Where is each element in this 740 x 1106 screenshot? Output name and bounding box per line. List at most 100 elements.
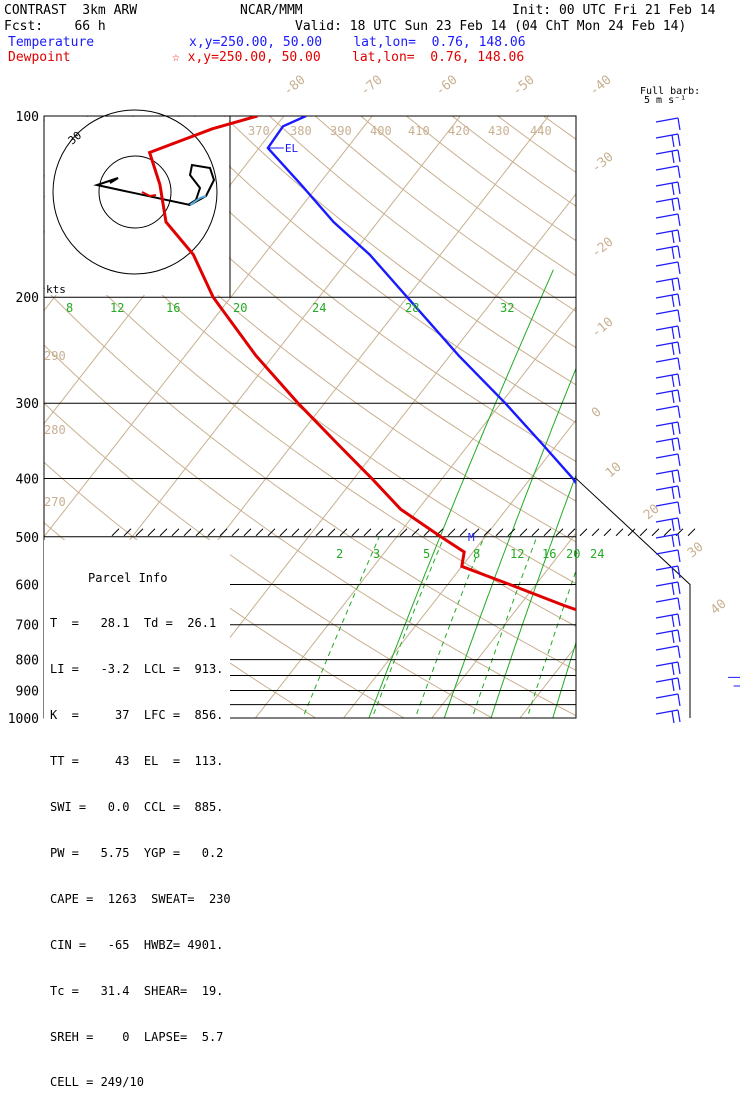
wind-barb-feather xyxy=(672,183,674,195)
wind-barb xyxy=(656,422,678,426)
pressure-tick-label: 400 xyxy=(16,472,39,487)
wind-barb-feather xyxy=(678,518,680,530)
hatch-mark xyxy=(352,529,359,536)
dry-adiabat xyxy=(635,116,740,731)
barb-scale-unit: 5 m s⁻¹ xyxy=(644,96,686,106)
forecast-hour: Fcst: 66 h xyxy=(4,19,106,34)
isotherm-label: 0 xyxy=(589,405,605,422)
wind-barb xyxy=(656,358,678,362)
wind-barb-feather xyxy=(672,471,674,483)
wind-barb xyxy=(656,374,678,378)
hatch-mark xyxy=(520,529,527,536)
isotherm-label: -70 xyxy=(358,72,386,99)
hatch-mark xyxy=(556,529,563,536)
hatch-mark xyxy=(496,529,503,536)
pressure-tick-label: 1000 xyxy=(8,712,39,727)
wind-barb-feather xyxy=(678,502,680,514)
wind-barb xyxy=(656,502,678,506)
wind-barb-feather xyxy=(672,631,674,643)
wind-barb xyxy=(656,694,678,698)
dewpoint-location: ☆ x,y=250.00, 50.00 lat,lon= 0.76, 148.0… xyxy=(172,50,524,65)
wind-barb-feather xyxy=(678,630,680,642)
wind-barb-feather xyxy=(678,374,680,386)
hatch-mark xyxy=(160,529,167,536)
dry-adiabat xyxy=(498,116,740,731)
hatch-mark xyxy=(460,529,467,536)
melting-level-label: M xyxy=(468,531,475,544)
isotherm-line xyxy=(422,116,740,731)
hatch-mark xyxy=(340,529,347,536)
wind-barb xyxy=(656,566,678,570)
temperature-location: x,y=250.00, 50.00 lat,lon= 0.76, 148.06 xyxy=(189,35,526,50)
wind-barb xyxy=(656,118,678,122)
dry-adiabat xyxy=(452,116,740,731)
wind-barb-feather xyxy=(678,550,680,562)
wind-barb xyxy=(656,662,678,666)
wind-barb-feather xyxy=(678,678,680,690)
wind-barb-feather xyxy=(678,262,680,274)
isotherm-line xyxy=(510,116,740,731)
parcel-info-row: T = 28.1 Td = 26.1 xyxy=(44,616,230,631)
wind-barb xyxy=(656,134,678,138)
hatch-mark xyxy=(412,529,419,536)
wind-barb xyxy=(656,678,678,682)
sounding-profiles xyxy=(150,116,740,721)
el-label: EL xyxy=(285,142,299,155)
hatch-mark xyxy=(316,529,323,536)
hatch-mark xyxy=(232,529,239,536)
wind-barb-feather xyxy=(672,135,674,147)
isotherm-label: -30 xyxy=(589,149,617,176)
wind-barb-feather xyxy=(678,150,680,162)
hatch-mark xyxy=(244,529,251,536)
saturated-adiabat xyxy=(573,537,634,731)
wind-barb-feather xyxy=(672,535,674,547)
dry-adiabat xyxy=(589,116,740,731)
wind-barb xyxy=(656,598,678,602)
isotherm-label: 40 xyxy=(708,597,730,619)
hatch-mark xyxy=(508,529,515,536)
hatch-mark xyxy=(688,529,695,536)
saturated-adiabat xyxy=(639,537,694,731)
wind-barb-feather xyxy=(672,519,674,531)
wind-barb-feather xyxy=(678,614,680,626)
wind-barb-feather xyxy=(672,295,674,307)
isotherm-label: -50 xyxy=(510,72,538,99)
hatch-mark xyxy=(592,529,599,536)
wind-barb-feather xyxy=(678,390,680,402)
wind-barb-feather xyxy=(678,646,680,658)
isotherm-label: 30 xyxy=(685,540,707,562)
dewpoint-legend: Dewpoint xyxy=(8,50,71,65)
isotherm-line xyxy=(686,116,740,731)
parcel-info-row: CAPE = 1263 SWEAT= 230 xyxy=(44,892,230,907)
isotherm-label: -20 xyxy=(589,234,617,261)
isotherm-label: -60 xyxy=(433,72,461,99)
isotherm-label: -10 xyxy=(589,314,617,341)
theta-label: 380 xyxy=(290,124,312,138)
wind-barb xyxy=(656,614,678,618)
saturated-adiabat xyxy=(703,537,740,731)
isotherm-label: -40 xyxy=(587,72,615,99)
mixing-ratio-line xyxy=(487,270,656,731)
wind-barb xyxy=(656,534,678,538)
mixing-ratio-label: 28 xyxy=(405,301,419,315)
hatch-mark xyxy=(532,529,539,536)
pressure-tick-label: 100 xyxy=(16,110,39,125)
mixing-ratio-label: 16 xyxy=(166,301,180,315)
hatch-mark xyxy=(364,529,371,536)
hatch-mark xyxy=(184,529,191,536)
wind-barb-feather xyxy=(672,487,674,499)
mixing-ratio-label: 3 xyxy=(373,547,380,561)
mixing-ratio-line xyxy=(735,270,740,731)
hatch-mark xyxy=(220,529,227,536)
parcel-info-title: Parcel Info xyxy=(44,571,230,586)
theta-label: 270 xyxy=(44,495,66,509)
wind-barb-feather xyxy=(678,166,680,178)
wind-barb-feather xyxy=(672,615,674,627)
wind-barb-feather xyxy=(678,326,680,338)
theta-label: 280 xyxy=(44,423,66,437)
wind-barb-feather xyxy=(678,662,680,674)
mixing-ratio-label: 20 xyxy=(566,547,580,561)
mixing-ratio-label: 32 xyxy=(500,301,514,315)
mixing-ratio-label: 5 xyxy=(423,547,430,561)
